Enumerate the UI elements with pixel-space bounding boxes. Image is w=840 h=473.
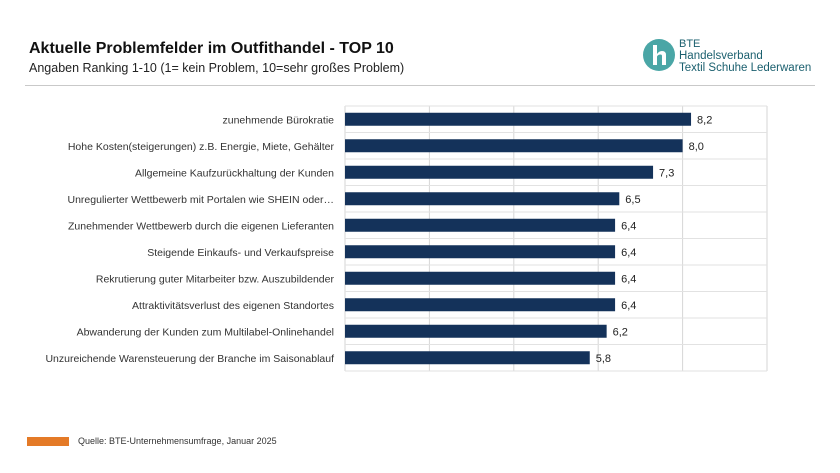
category-label: Zunehmender Wettbewerb durch die eigenen…: [68, 220, 334, 232]
bar: [345, 351, 590, 365]
category-label: Unzureichende Warensteuerung der Branche…: [45, 353, 334, 365]
data-label: 6,4: [621, 220, 636, 232]
bar: [345, 165, 654, 179]
category-label: Steigende Einkaufs- und Verkaufspreise: [147, 247, 334, 259]
data-label: 5,8: [596, 353, 611, 365]
data-label: 7,3: [659, 167, 674, 179]
chart-subtitle: Angaben Ranking 1-10 (1= kein Problem, 1…: [29, 61, 405, 75]
category-label: Unregulierter Wettbewerb mit Portalen wi…: [68, 194, 335, 206]
data-label: 6,4: [621, 300, 636, 312]
bar: [345, 245, 616, 259]
logo-line-handelsverband: Handelsverband: [679, 50, 763, 62]
bar: [345, 298, 616, 312]
chart-title: Aktuelle Problemfelder im Outfithandel -…: [29, 40, 394, 57]
category-label: Rekrutierung guter Mitarbeiter bzw. Ausz…: [96, 273, 335, 285]
data-label: 6,4: [621, 247, 636, 259]
bar: [345, 139, 683, 153]
bar: [345, 324, 607, 338]
data-label: 6,5: [625, 194, 640, 206]
logo-line-bte: BTE: [679, 38, 701, 50]
bar: [345, 192, 620, 206]
source-note: Quelle: BTE-Unternehmensumfrage, Januar …: [78, 436, 277, 446]
logo-line-sectors: Textil Schuhe Lederwaren: [679, 62, 812, 74]
category-label: Attraktivitätsverlust des eigenen Stando…: [132, 300, 334, 312]
data-label: 8,0: [689, 141, 704, 153]
category-label: zunehmende Bürokratie: [223, 114, 335, 126]
source-swatch: [27, 437, 69, 446]
data-label: 6,4: [621, 273, 636, 285]
data-label: 8,2: [697, 114, 712, 126]
bte-logo: BTE Handelsverband Textil Schuhe Lederwa…: [642, 36, 822, 80]
bar: [345, 271, 616, 285]
category-label: Abwanderung der Kunden zum Multilabel-On…: [77, 326, 334, 338]
category-label: Allgemeine Kaufzurückhaltung der Kunden: [135, 167, 334, 179]
bte-logo-icon: [643, 39, 675, 71]
category-label: Hohe Kosten(steigerungen) z.B. Energie, …: [68, 141, 335, 153]
header-divider: [25, 85, 815, 86]
bar: [345, 112, 692, 126]
data-label: 6,2: [613, 326, 628, 338]
bar: [345, 218, 616, 232]
